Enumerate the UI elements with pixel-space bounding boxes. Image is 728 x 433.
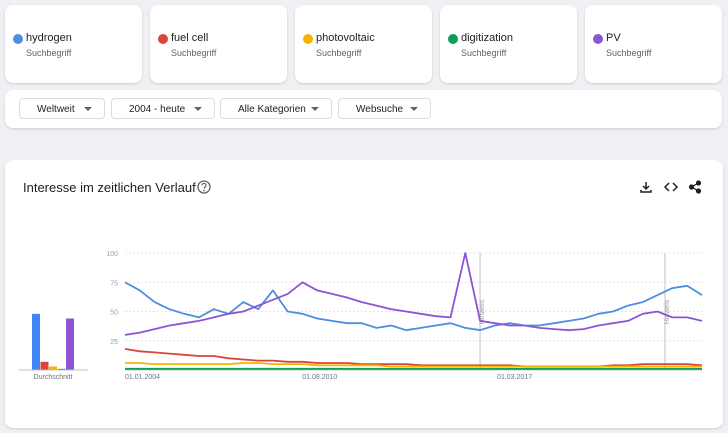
series-line <box>125 362 702 368</box>
y-tick-label: 100 <box>106 251 118 258</box>
term-color-dot <box>158 34 168 44</box>
term-subtitle: Suchbegriff <box>26 48 72 58</box>
term-name: fuel cell <box>171 32 209 44</box>
average-label: Durchschnitt <box>34 374 73 381</box>
term-name: hydrogen <box>26 32 72 44</box>
share-icon[interactable] <box>688 180 702 194</box>
x-tick-label: 01.03.2017 <box>497 374 532 381</box>
filter-dropdown[interactable]: Weltweit <box>19 98 105 119</box>
panel-title: Interesse im zeitlichen Verlauf <box>23 180 196 195</box>
term-name: digitization <box>461 32 513 44</box>
term-subtitle: Suchbegriff <box>171 48 217 58</box>
term-card[interactable]: fuel cell Suchbegriff <box>150 5 287 83</box>
term-card[interactable]: digitization Suchbegriff <box>440 5 577 83</box>
term-subtitle: Suchbegriff <box>316 48 362 58</box>
x-tick-label: 01.08.2010 <box>302 374 337 381</box>
y-tick-label: 25 <box>110 339 118 346</box>
term-name: photovoltaic <box>316 32 375 44</box>
average-bar <box>49 366 57 370</box>
help-icon[interactable] <box>197 180 211 194</box>
filter-dropdown[interactable]: Websuche <box>338 98 431 119</box>
panel: Interesse im zeitlichen Verlauf <box>5 160 723 428</box>
filter-dropdown[interactable]: 2004 - heute <box>111 98 215 119</box>
y-tick-label: 50 <box>110 310 118 317</box>
x-tick-label: 01.01.2004 <box>125 374 160 381</box>
average-bar <box>40 361 49 370</box>
annotation-label: Hinweis <box>664 299 671 324</box>
average-bar <box>32 313 40 370</box>
term-subtitle: Suchbegriff <box>606 48 652 58</box>
series-line <box>124 252 703 336</box>
term-card[interactable]: hydrogen Suchbegriff <box>5 5 142 83</box>
filter-bar: Weltweit 2004 - heute Alle Kategorien Websu… <box>5 90 722 128</box>
term-subtitle: Suchbegriff <box>461 48 507 58</box>
average-bar <box>66 318 74 370</box>
annotation-label: Hinweis <box>479 299 486 324</box>
term-card[interactable]: photovoltaic Suchbegriff <box>295 5 432 83</box>
average-bar <box>57 368 66 370</box>
term-color-dot <box>13 34 23 44</box>
filter-dropdown[interactable]: Alle Kategorien <box>220 98 332 119</box>
y-tick-label: 75 <box>110 280 118 287</box>
term-color-dot <box>303 34 313 44</box>
term-color-dot <box>448 34 458 44</box>
term-name: PV <box>606 32 621 44</box>
series-line <box>124 281 703 332</box>
embed-icon[interactable] <box>663 182 679 192</box>
download-icon[interactable] <box>640 182 652 193</box>
term-color-dot <box>593 34 603 44</box>
term-card[interactable]: PV Suchbegriff <box>585 5 722 83</box>
